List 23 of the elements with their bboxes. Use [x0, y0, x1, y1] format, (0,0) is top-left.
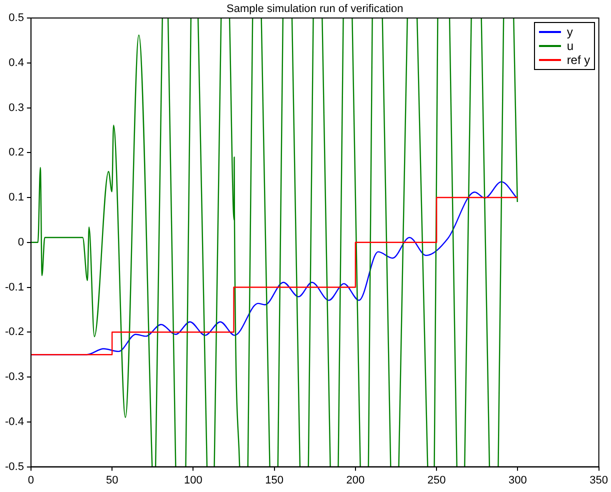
y-tick-label: -0.3 — [4, 371, 24, 384]
y-tick-label: 0 — [18, 236, 24, 248]
y-tick-label: 0.1 — [8, 192, 24, 204]
legend-label: u — [566, 39, 574, 53]
y-tick-label: -0.1 — [4, 281, 24, 294]
y-tick-label: 0.5 — [8, 12, 24, 24]
x-tick-label: 50 — [106, 474, 118, 486]
y-tick-label: 0.4 — [8, 56, 24, 69]
x-tick-label: 300 — [508, 474, 527, 486]
legend-label: y — [566, 25, 573, 39]
y-tick-label: 0.2 — [8, 146, 24, 159]
legend-label: ref y — [566, 53, 590, 67]
y-tick-label: -0.4 — [4, 416, 24, 428]
x-tick-label: 350 — [590, 474, 608, 486]
x-tick-label: 100 — [184, 474, 202, 486]
y-tick-label: -0.2 — [4, 326, 24, 338]
x-tick-label: 150 — [265, 474, 284, 486]
x-tick-label: 0 — [28, 474, 34, 486]
y-tick-label: -0.5 — [4, 460, 24, 473]
x-tick-label: 250 — [427, 474, 446, 486]
chart-title: Sample simulation run of verification — [226, 2, 404, 16]
x-tick-label: 200 — [346, 474, 365, 486]
y-tick-label: 0.3 — [8, 102, 24, 114]
